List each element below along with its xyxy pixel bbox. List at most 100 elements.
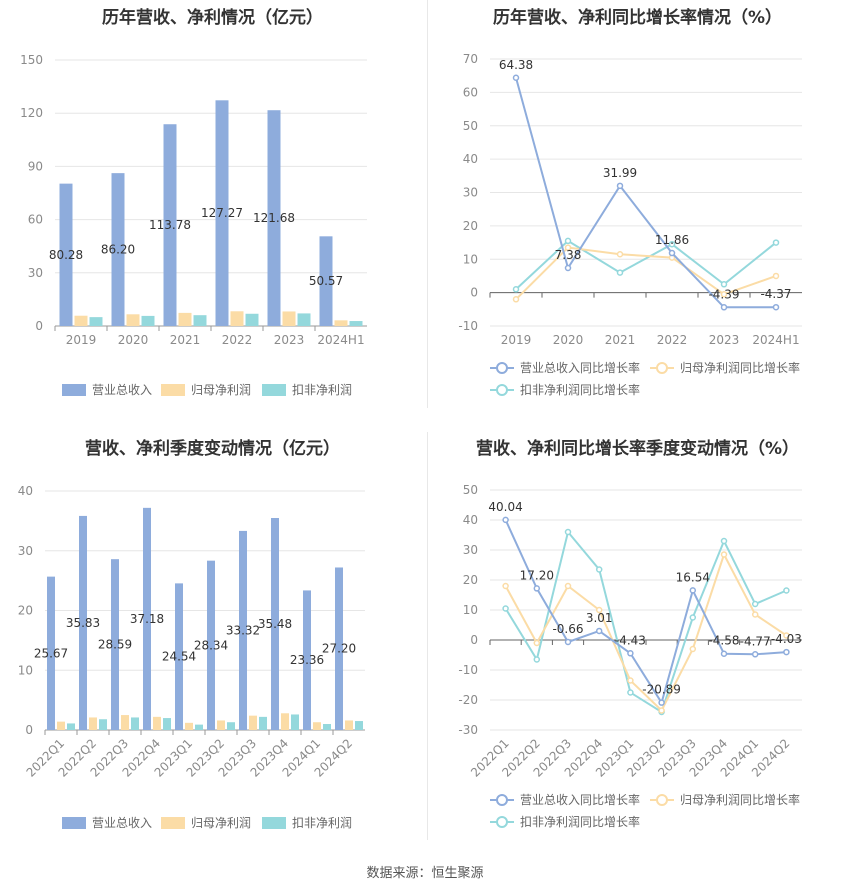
bar-revenue — [59, 183, 73, 326]
quarterly-revenue-profit-svg: 0102030402022Q125.672022Q235.832022Q328.… — [18, 484, 365, 830]
x-tick-label: 2022 — [222, 333, 253, 347]
y-tick-label: 0 — [470, 633, 478, 647]
legend-swatch — [262, 384, 286, 396]
data-point — [502, 605, 509, 612]
bar-deducted-profit — [163, 718, 171, 730]
x-tick-label: 2021 — [170, 333, 201, 347]
line-data-label: 3.01 — [586, 611, 613, 625]
bar-parent-profit — [178, 312, 192, 326]
bar-parent-profit — [334, 320, 348, 326]
line-data-label: -4.37 — [760, 287, 791, 301]
legend-label: 营业总收入 — [92, 816, 152, 830]
bar-data-label: 35.83 — [66, 616, 100, 630]
y-tick-label: 30 — [18, 544, 33, 558]
bar-data-label: 27.20 — [322, 642, 356, 656]
data-point — [783, 632, 790, 639]
data-point — [595, 627, 603, 635]
data-source-footer: 数据来源：恒生聚源 — [366, 866, 484, 881]
y-tick-label: 0 — [35, 319, 43, 333]
y-tick-label: 10 — [18, 663, 33, 677]
data-point — [783, 648, 790, 656]
data-point — [751, 651, 759, 658]
bar-data-label: 50.57 — [309, 274, 343, 288]
bar-parent-profit — [126, 314, 140, 326]
data-point — [720, 304, 728, 311]
data-point — [502, 516, 509, 524]
bar-revenue — [163, 124, 177, 326]
series-line — [515, 77, 777, 309]
bar-revenue — [79, 515, 87, 730]
bar-data-label: 25.67 — [34, 646, 68, 660]
bar-parent-profit — [345, 720, 353, 730]
annual-growth-rate-chart: 历年营收、净利同比增长率情况（%） -10 0 10 20 30 40 50 60 70 2019… — [425, 0, 850, 420]
y-tick-label: 10 — [463, 252, 478, 266]
data-point — [668, 240, 676, 248]
panel-divider-bottom — [427, 432, 428, 840]
bar-revenue — [335, 567, 343, 730]
y-tick-label: 20 — [463, 573, 478, 587]
bar-data-label: 37.18 — [130, 612, 164, 626]
bar-revenue — [207, 560, 215, 730]
y-tick-label: 120 — [20, 106, 43, 120]
y-tick-label: 50 — [463, 119, 478, 133]
bar-data-label: 28.59 — [98, 638, 132, 652]
line-data-label: -4.77 — [740, 634, 771, 648]
data-point — [772, 239, 780, 246]
y-tick-label: -30 — [458, 723, 478, 737]
x-tick-label: 2024H1 — [752, 333, 799, 347]
y-tick-label: 40 — [463, 152, 478, 166]
legend-swatch — [62, 384, 86, 396]
legend-label: 营业总收入同比增长率 — [520, 792, 640, 807]
chart-title: 历年营收、净利同比增长率情况（%） — [492, 8, 783, 28]
line-data-label: 11.86 — [655, 233, 689, 247]
bar-deducted-profit — [193, 315, 207, 326]
legend-marker — [496, 362, 508, 374]
series-line — [504, 519, 787, 706]
y-tick-label: 60 — [463, 85, 478, 99]
line-data-label: 40.04 — [488, 500, 522, 514]
annual-growth-rate-svg: -10 0 10 20 30 40 50 60 70 2019 2020 2021 2022 2023 20… — [458, 52, 802, 397]
y-tick-label: 30 — [463, 543, 478, 557]
data-point — [533, 639, 541, 647]
bar-deducted-profit — [141, 315, 155, 326]
y-tick-label: 50 — [463, 483, 478, 497]
quarterly-growth-rate-svg: -30-20-10010203040502022Q12022Q22022Q320… — [458, 483, 802, 829]
y-tick-label: 0 — [470, 286, 478, 300]
bar-data-label: 121.68 — [253, 211, 295, 225]
bar-deducted-profit — [131, 717, 139, 730]
chart-title: 营收、净利季度变动情况（亿元） — [85, 439, 340, 459]
annual-revenue-profit-chart: 历年营收、净利情况（亿元） 0 30 60 90 120 150 2019 80.28 2020… — [0, 0, 425, 420]
data-point — [689, 587, 697, 594]
line-data-label: -4.58 — [708, 634, 739, 648]
bar-revenue — [239, 530, 247, 730]
bar-parent-profit — [282, 311, 296, 326]
legend-swatch — [161, 384, 185, 396]
x-tick-label: 2021 — [605, 333, 636, 347]
data-point — [720, 537, 728, 545]
bar-deducted-profit — [349, 321, 363, 326]
legend-swatch — [62, 817, 86, 829]
line-data-label: -4.39 — [708, 287, 739, 301]
y-tick-label: 0 — [25, 723, 33, 737]
legend-label: 营业总收入同比增长率 — [520, 360, 640, 375]
bar-data-label: 113.78 — [149, 218, 191, 232]
bar-revenue — [215, 100, 229, 327]
y-tick-label: 30 — [28, 266, 43, 280]
bar-data-label: 24.54 — [162, 650, 196, 664]
line-data-label: 17.20 — [520, 568, 554, 582]
bar-revenue — [303, 590, 311, 730]
legend-label: 扣非净利润同比增长率 — [520, 814, 640, 829]
data-point — [658, 699, 665, 706]
bar-revenue — [319, 236, 333, 326]
data-point — [658, 707, 665, 714]
bar-data-label: 127.27 — [201, 206, 243, 220]
legend-label: 扣非净利润 — [292, 383, 352, 397]
data-point — [751, 611, 759, 618]
y-tick-label: 40 — [18, 484, 33, 498]
bar-parent-profit — [74, 315, 88, 326]
bar-deducted-profit — [259, 716, 267, 730]
line-data-label: 7.38 — [555, 248, 582, 262]
data-point — [564, 244, 572, 251]
data-point — [533, 656, 541, 663]
bar-data-label: 35.48 — [258, 617, 292, 631]
